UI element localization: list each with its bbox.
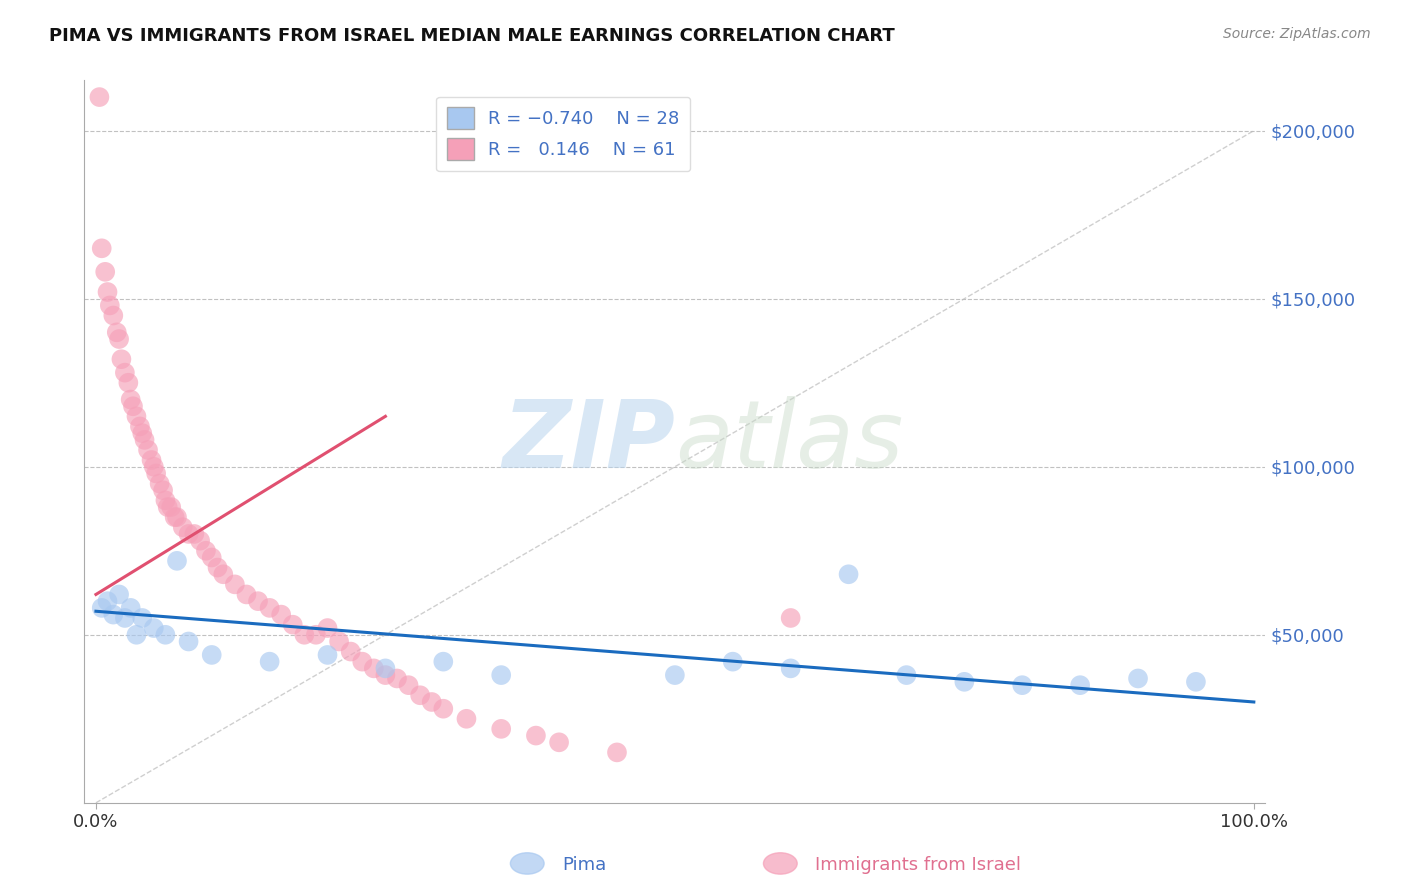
Point [105,326,128,340]
Point [779,661,801,675]
Point [201,550,224,565]
Text: atlas: atlas [675,396,903,487]
Point [270,607,292,622]
Point [131,611,153,625]
Point [103,309,125,323]
Point [125,628,148,642]
Point [96,594,118,608]
Point [339,644,361,658]
Point [145,467,167,481]
Point [120,392,142,407]
Point [606,745,628,759]
Text: Immigrants from Israel: Immigrants from Israel [815,856,1022,874]
Point [953,674,976,689]
Point [188,533,211,548]
Point [305,628,328,642]
Point [163,510,186,524]
Point [149,476,172,491]
Point [160,500,183,514]
Legend: R = −0.740    N = 28, R =   0.146    N = 61: R = −0.740 N = 28, R = 0.146 N = 61 [436,96,690,171]
Point [89,90,111,104]
Point [122,399,145,413]
Point [548,735,571,749]
Point [316,648,339,662]
Point [155,493,177,508]
Point [1011,678,1033,692]
Point [224,577,246,591]
Point [117,376,139,390]
Point [136,442,159,457]
Point [259,655,281,669]
Point [108,587,131,601]
Point [1185,674,1208,689]
Point [141,453,163,467]
Point [721,655,744,669]
Point [1126,672,1149,686]
Point [172,520,194,534]
Point [398,678,420,692]
Point [259,600,281,615]
Point [166,510,188,524]
Point [155,628,177,642]
Point [103,607,125,622]
Point [292,628,315,642]
Point [524,729,547,743]
Point [432,655,454,669]
Point [129,419,152,434]
Point [247,594,270,608]
Point [838,567,860,582]
Point [142,621,165,635]
Point [779,611,801,625]
Point [194,543,217,558]
Point [363,661,385,675]
Point [96,285,118,299]
Point [120,600,142,615]
Point [166,554,188,568]
Point [281,617,304,632]
Point [432,702,454,716]
Text: PIMA VS IMMIGRANTS FROM ISRAEL MEDIAN MALE EARNINGS CORRELATION CHART: PIMA VS IMMIGRANTS FROM ISRAEL MEDIAN MA… [49,27,896,45]
Point [489,722,512,736]
Point [235,587,257,601]
Point [134,433,156,447]
Circle shape [763,853,797,874]
Point [142,459,165,474]
Point [177,634,200,648]
Point [207,560,229,574]
Point [374,668,396,682]
Text: ZIP: ZIP [502,395,675,488]
Circle shape [510,853,544,874]
Point [90,241,112,255]
Point [352,655,374,669]
Point [409,688,432,702]
Point [489,668,512,682]
Point [1069,678,1091,692]
Point [183,527,205,541]
Point [177,527,200,541]
Point [201,648,224,662]
Point [212,567,235,582]
Point [156,500,179,514]
Point [896,668,918,682]
Point [152,483,174,498]
Point [316,621,339,635]
Point [114,611,136,625]
Point [385,672,408,686]
Point [328,634,350,648]
Point [664,668,686,682]
Point [456,712,478,726]
Point [108,332,131,346]
Point [94,265,117,279]
Point [131,426,153,441]
Point [98,298,121,312]
Point [114,366,136,380]
Text: Pima: Pima [562,856,606,874]
Text: Source: ZipAtlas.com: Source: ZipAtlas.com [1223,27,1371,41]
Point [125,409,148,424]
Point [90,600,112,615]
Point [374,661,396,675]
Point [110,352,132,367]
Point [420,695,443,709]
